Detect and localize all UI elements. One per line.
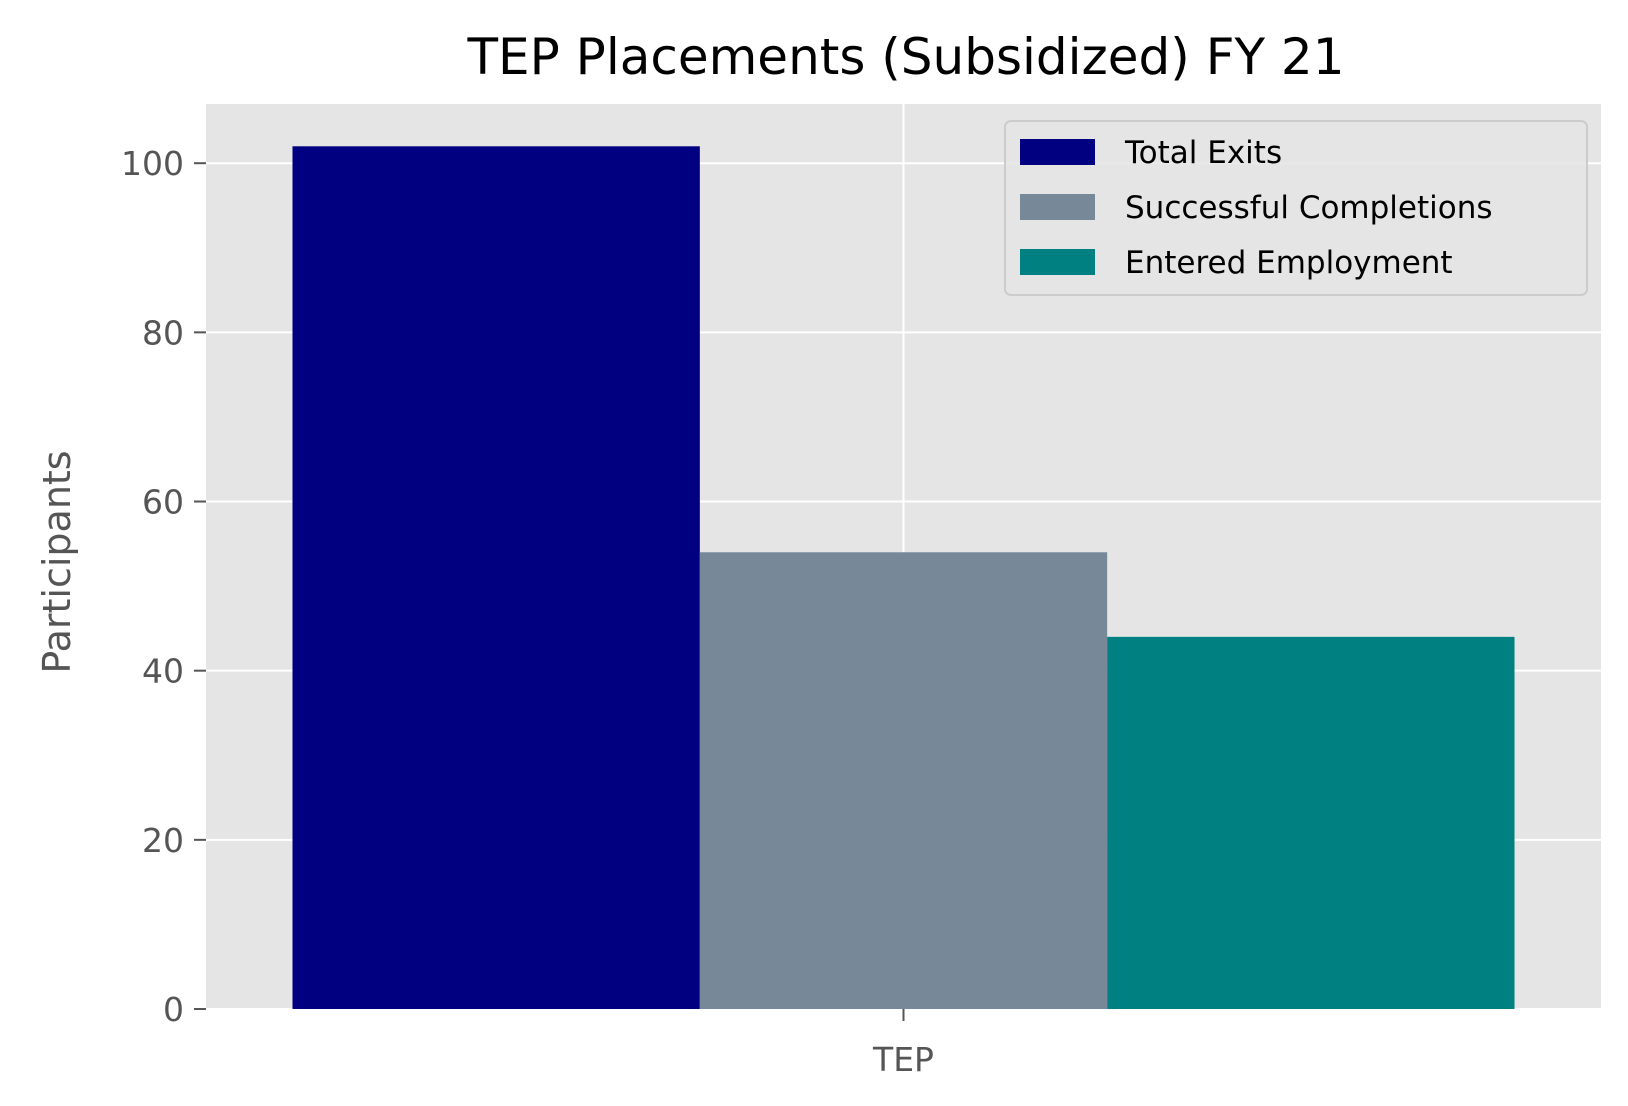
y-tick-label: 60 bbox=[142, 483, 184, 522]
bars bbox=[292, 146, 1515, 1009]
y-tick-label: 0 bbox=[163, 990, 184, 1029]
legend-entry: Entered Employment bbox=[1125, 245, 1453, 281]
legend-swatch bbox=[1020, 249, 1095, 275]
chart-title: TEP Placements (Subsidized) FY 21 bbox=[466, 28, 1344, 86]
y-tick-label: 20 bbox=[142, 821, 184, 860]
legend-frame bbox=[1004, 120, 1588, 296]
bar-entered-employment bbox=[1107, 636, 1515, 1009]
y-tick-label: 100 bbox=[121, 144, 184, 183]
x-tick-label: TEP bbox=[872, 1040, 934, 1079]
legend: Total Exits Successful Completions Entered… bbox=[1004, 120, 1588, 296]
legend-swatch bbox=[1020, 194, 1095, 220]
y-tick-label: 80 bbox=[142, 313, 184, 352]
y-tick-label: 40 bbox=[142, 652, 184, 691]
legend-entry: Successful Completions bbox=[1125, 190, 1493, 226]
bar-successful-completions bbox=[699, 552, 1108, 1009]
bar-total-exits bbox=[292, 146, 700, 1009]
axes: 0 20 40 60 80 100 TEP bbox=[121, 144, 934, 1079]
legend-entry: Total Exits bbox=[1124, 135, 1282, 171]
legend-swatch bbox=[1020, 139, 1095, 165]
y-axis-label: Participants bbox=[35, 450, 79, 673]
